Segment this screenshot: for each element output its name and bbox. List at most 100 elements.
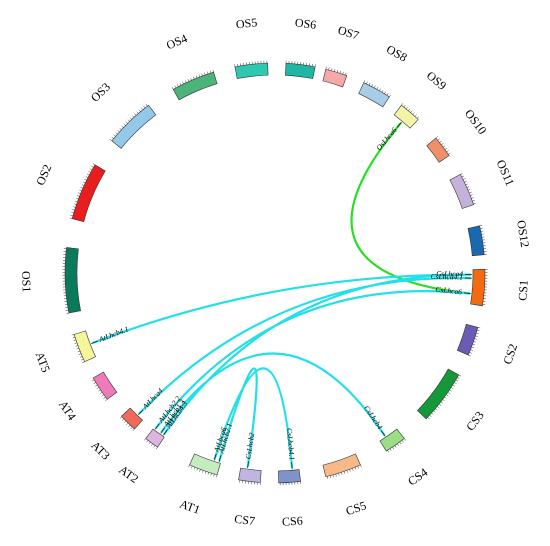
- gene-leader-line: [396, 121, 402, 128]
- chromosome-os3: [111, 104, 157, 149]
- chromosome-tick: [79, 189, 82, 192]
- chromosome-tick: [345, 72, 347, 76]
- gene-leader-line: [218, 455, 222, 462]
- chromosome-tick: [113, 134, 116, 137]
- chromosome-tick: [85, 176, 89, 178]
- chromosome-tick: [209, 70, 212, 74]
- chromosome-tick: [446, 150, 449, 153]
- synteny-link: [218, 367, 258, 468]
- chromosome-tick: [73, 206, 76, 208]
- chromosome-tick: [191, 465, 193, 469]
- chromosome-tick: [82, 361, 85, 364]
- chromosome-tick: [379, 88, 381, 91]
- chromosome-tick: [134, 113, 137, 116]
- chromosome-tick: [103, 396, 106, 399]
- chromosome-tick: [109, 139, 112, 142]
- chromosome-at5: [73, 330, 96, 363]
- chromosome-label-at1: AT1: [178, 497, 202, 517]
- chromosome-tick: [71, 212, 74, 214]
- chromosome-tick: [458, 374, 461, 377]
- chromosome-tick: [338, 473, 340, 476]
- chromosome-label-os2: OS2: [33, 162, 54, 187]
- chromosome-tick: [376, 87, 379, 90]
- chromosome-tick: [182, 81, 184, 85]
- chromosome-tick: [352, 468, 354, 471]
- chromosome-label-os5: OS5: [235, 15, 258, 31]
- chromosome-cs6: [278, 469, 301, 484]
- chromosome-tick: [389, 94, 391, 98]
- chromosome-tick: [151, 443, 153, 446]
- chromosome-tick: [475, 335, 478, 337]
- chromosome-tick: [198, 74, 200, 78]
- chromosome-label-os4: OS4: [164, 31, 189, 52]
- chromosome-tick: [82, 181, 86, 184]
- chromosome-tick: [452, 384, 455, 387]
- gene-label: CsLhcb4: [362, 404, 385, 431]
- chromosome-label-os1: OS1: [19, 271, 34, 293]
- chromosome-tick: [212, 69, 214, 73]
- chromosome-tick: [184, 80, 187, 83]
- chromosome-tick: [437, 406, 440, 409]
- chromosome-tick: [469, 191, 472, 194]
- chromosome-tick: [78, 353, 82, 355]
- chromosome-tick: [126, 422, 129, 426]
- chromosome-label-cs3: CS3: [463, 408, 487, 433]
- gene-label: AtLhcb4.1: [97, 324, 130, 344]
- chromosome-tick: [468, 354, 471, 357]
- gene-leader-line: [380, 430, 386, 437]
- chromosome-tick: [438, 403, 442, 406]
- chromosome-tick: [449, 389, 452, 392]
- chromosome-label-cs1: CS1: [515, 280, 530, 302]
- chromosome-tick: [132, 428, 135, 432]
- chromosome-label-os3: OS3: [88, 80, 113, 105]
- chromosome-tick: [450, 387, 454, 389]
- chromosome-os10: [426, 137, 450, 163]
- chromosome-tick: [435, 408, 438, 411]
- chromosome-tick: [404, 438, 407, 441]
- chromosome-tick: [193, 467, 196, 470]
- chromosome-label-os7: OS7: [336, 23, 361, 43]
- chromosome-tick: [119, 127, 122, 130]
- chromosome-tick: [130, 426, 133, 430]
- chromosome-tick: [72, 209, 75, 211]
- chromosome-tick: [74, 342, 78, 344]
- chromosome-os12: [467, 225, 485, 257]
- chromosome-tick: [115, 132, 118, 135]
- chromosome-tick: [81, 184, 85, 186]
- chromosome-tick: [444, 147, 448, 150]
- chromosome-tick: [414, 114, 417, 117]
- chromosome-tick: [188, 464, 190, 468]
- chromosome-tick: [461, 175, 465, 178]
- synteny-link: [163, 273, 472, 436]
- links-layer: [91, 122, 472, 469]
- chromosome-tick: [444, 396, 447, 399]
- chromosome-tick: [412, 112, 415, 115]
- chromosome-tick: [89, 168, 93, 171]
- chromosome-tick: [128, 424, 131, 428]
- chromosome-tick: [416, 116, 420, 119]
- chromosome-tick: [374, 85, 376, 89]
- chromosome-tick: [105, 399, 108, 402]
- chromosome-tick: [138, 109, 141, 112]
- chromosome-label-cs2: CS2: [500, 342, 520, 366]
- chromosome-tick: [78, 192, 81, 194]
- chromosome-tick: [325, 66, 327, 70]
- gene-label: CsLhca6: [435, 285, 463, 297]
- gene-leader-line: [213, 453, 217, 461]
- gene-leader-line: [463, 292, 471, 294]
- chromosome-tick: [77, 195, 80, 197]
- chromosome-tick: [357, 465, 359, 469]
- chromosome-tick: [427, 417, 430, 420]
- chromosome-tick: [346, 470, 348, 473]
- chromosome-tick: [73, 203, 77, 205]
- chromosome-tick: [99, 392, 103, 394]
- chromosome-tick: [207, 472, 209, 475]
- chromosome-cs3: [417, 368, 460, 420]
- gene-label: CsLhcb4.1: [285, 428, 297, 461]
- chromosome-cs4: [379, 428, 405, 452]
- chromosome-tick: [213, 473, 215, 477]
- chromosome-tick: [202, 470, 204, 473]
- gene-label: OsLhca6: [374, 125, 398, 152]
- chromosome-at2: [145, 428, 165, 448]
